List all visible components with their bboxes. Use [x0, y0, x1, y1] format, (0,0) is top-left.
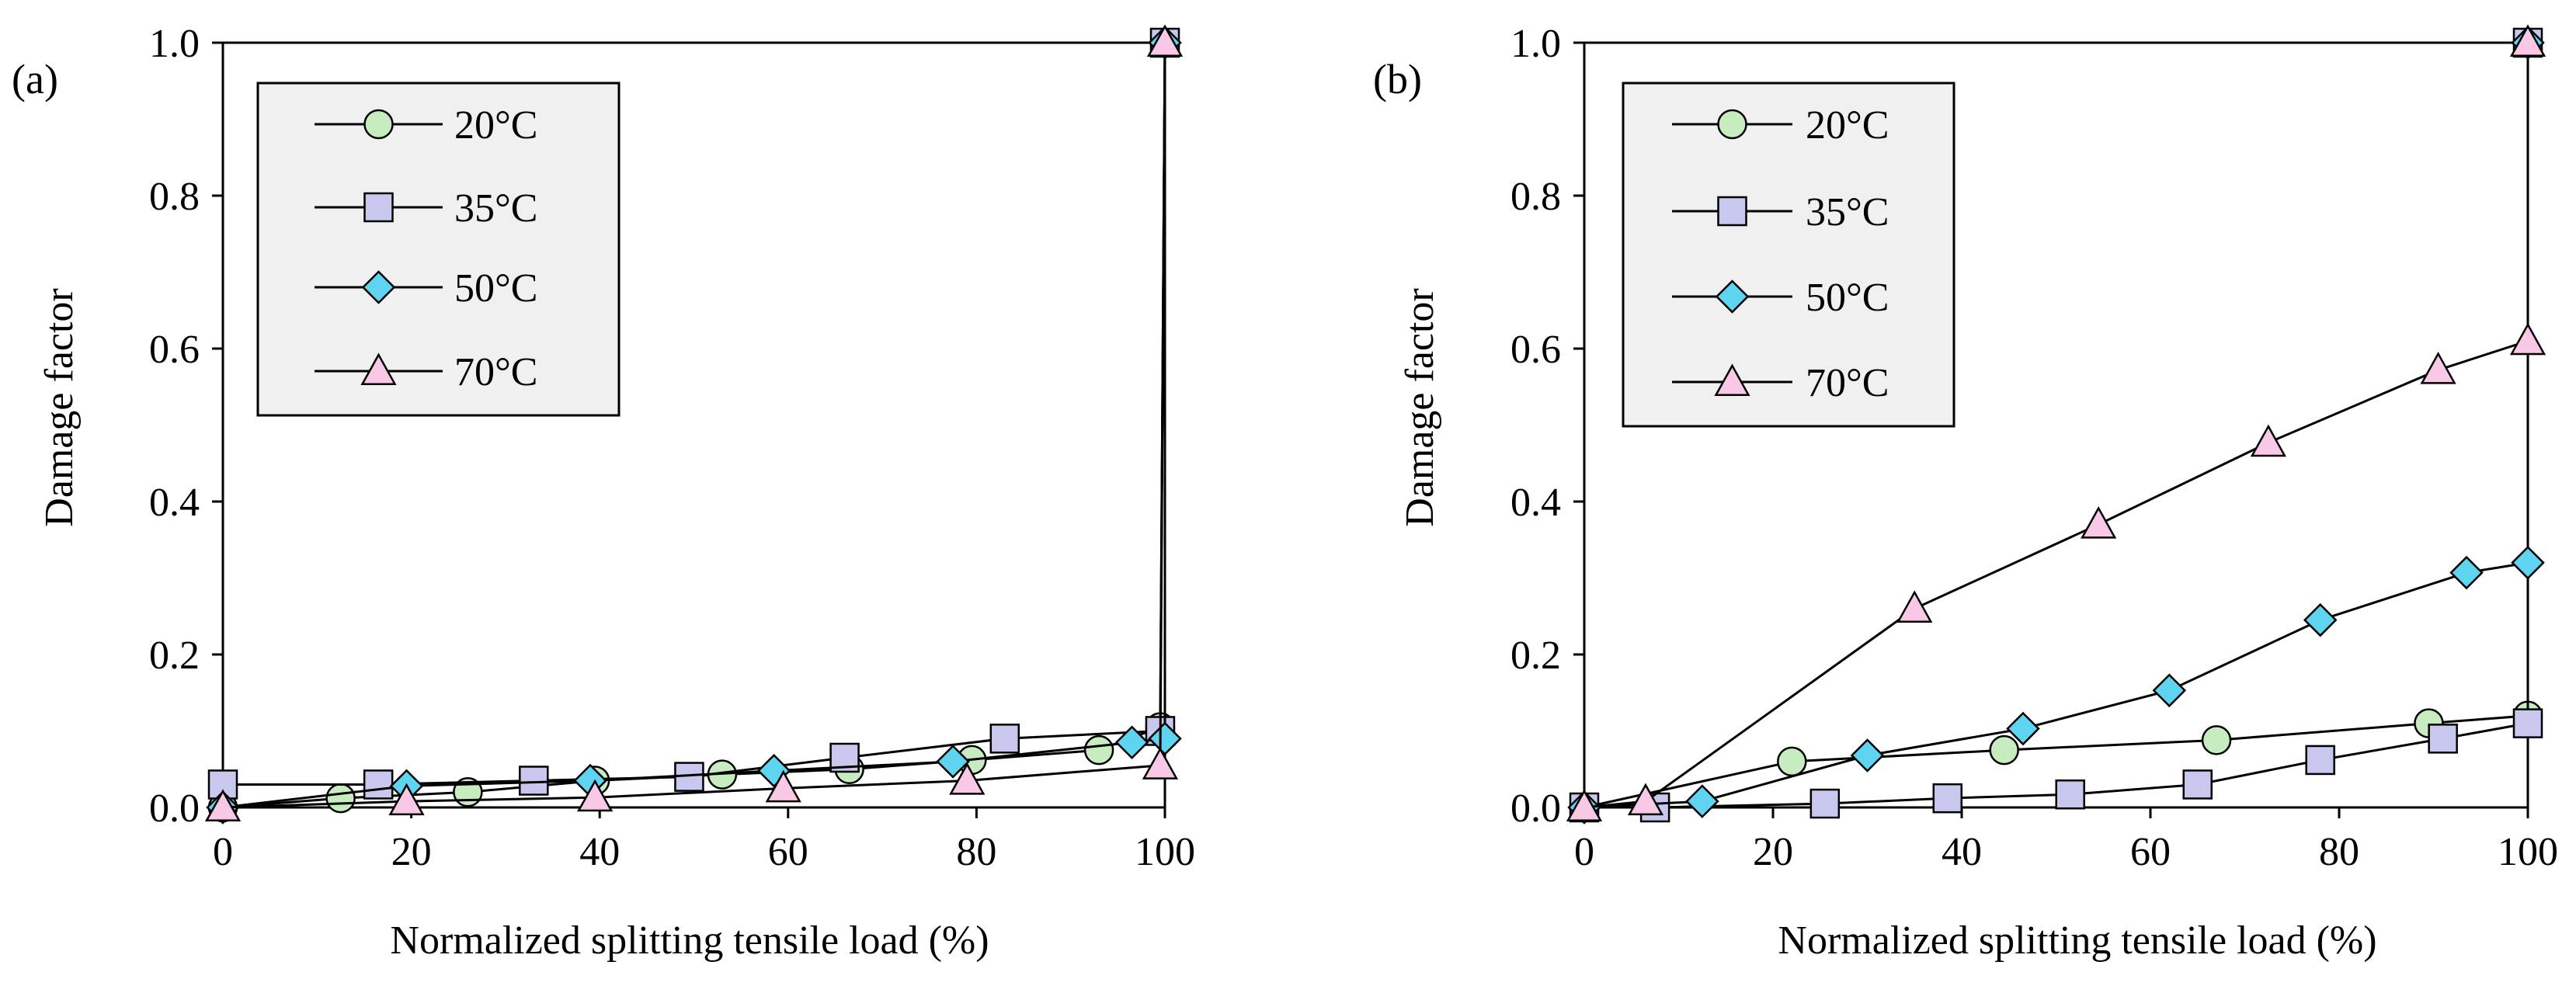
panel-b-legend-label-50c: 50°C [1806, 276, 1889, 320]
panel-a-x-axis-label: Normalized splitting tensile load (%) [390, 918, 989, 963]
panel-b-legend-marker-20c [1717, 109, 1747, 140]
panel-b-series-70c-line [1583, 43, 2529, 809]
panel-b-legend-label-70c: 70°C [1806, 361, 1889, 405]
panel-a-legend-label-70c: 70°C [454, 350, 537, 394]
panel-b-point-70c [2081, 505, 2117, 539]
panel-a-legend-marker-70c [360, 352, 397, 386]
panel-a-legend-marker-50c [361, 270, 396, 304]
panel-b-label: (b) [1373, 56, 1422, 102]
panel-b-point-50c [2511, 546, 2545, 580]
panel-b-y-tick-label: 0.8 [1510, 175, 1561, 219]
panel-b-point-20c [2201, 725, 2232, 755]
panel-a: (a) Damage factor Normalized splitting t… [12, 22, 1195, 963]
panel-a-y-tick-label: 1.0 [149, 22, 200, 66]
panel-b-point-70c [2420, 352, 2456, 384]
panel-a-point-35c [989, 724, 1020, 754]
panel-a-legend: 20°C 35°C 50°C 70°C [256, 82, 621, 417]
panel-b-x-tick-label: 20 [1753, 830, 1793, 874]
panel-a-point-50c [1148, 721, 1182, 756]
panel-b-y-tick-label: 0.4 [1510, 481, 1561, 525]
panel-a-y-axis-label: Damage factor [37, 288, 82, 526]
panel-b-point-50c [2303, 602, 2338, 637]
panel-b-x-axis-label: Normalized splitting tensile load (%) [1778, 918, 2376, 963]
panel-a-point-50c [1114, 725, 1149, 760]
panel-b-point-70c [1566, 789, 1603, 822]
panel-b-y-tick-label: 0.0 [1510, 786, 1561, 831]
panel-a-point-70c [765, 769, 801, 803]
panel-b-legend-marker-50c [1715, 279, 1750, 314]
panel-b-x-tick-label: 40 [1942, 830, 1982, 874]
panel-b-legend-marker-35c [1717, 196, 1747, 227]
panel-a-legend-marker-20c [363, 109, 394, 140]
panel-b-x-tick-label: 0 [1574, 830, 1594, 874]
panel-a-point-70c [949, 762, 986, 795]
panel-b-x-tick-label: 80 [2319, 830, 2359, 874]
panel-b-legend-box [1622, 82, 1955, 428]
panel-b-point-35c [2055, 779, 2085, 810]
panel-a-point-20c [325, 783, 356, 814]
panel-b-axes: 0 20 40 60 80 100 0.0 0.2 0.4 0.6 0.8 1.0 [1510, 22, 2558, 874]
panel-a-y-tick-label: 0.2 [149, 634, 200, 678]
panel-a-legend-marker-35c [363, 192, 394, 223]
panel-b-x-tick-label: 100 [2498, 830, 2558, 874]
panel-b-series-35c-line [1584, 43, 2529, 809]
panel-a-legend-label-50c: 50°C [454, 266, 537, 311]
panel-a-point-35c [363, 769, 394, 800]
panel-a-legend-label-20c: 20°C [454, 103, 537, 148]
panel-b-point-70c [2250, 424, 2286, 457]
panel-a-series-70c [204, 24, 1184, 822]
panel-b-point-50c [1685, 784, 1719, 818]
panel-a-y-tick-label: 0.4 [149, 481, 200, 525]
panel-a-x-tick-label: 100 [1135, 830, 1195, 874]
panel-a-point-70c [388, 783, 425, 816]
panel-a-x-tick-label: 0 [213, 830, 233, 874]
panel-b-point-70c [1627, 783, 1664, 816]
panel-b-point-35c [2305, 745, 2335, 776]
panel-a-point-50c [936, 745, 970, 779]
panel-b-point-35c [2512, 708, 2543, 738]
panel-b: (b) Damage factor Normalized splitting t… [1373, 22, 2558, 963]
panel-b-legend-label-35c: 35°C [1806, 190, 1889, 234]
panel-a-axes: 0 20 40 60 80 100 0.0 0.2 0.4 0.6 0.8 1.0 [149, 22, 1195, 874]
panel-b-legend: 20°C 35°C 50°C 70°C [1622, 82, 1955, 428]
panel-b-point-50c [2006, 711, 2040, 746]
panel-a-point-70c [1142, 747, 1179, 779]
panel-b-point-35c [2182, 769, 2213, 800]
panel-a-point-70c [204, 789, 242, 822]
panel-b-y-axis-label: Damage factor [1398, 288, 1442, 526]
panel-b-x-tick-label: 60 [2130, 830, 2171, 874]
panel-a-x-tick-label: 80 [956, 830, 996, 874]
panel-a-legend-label-35c: 35°C [454, 186, 537, 231]
panel-b-point-50c [1850, 738, 1885, 772]
panel-a-x-tick-label: 20 [391, 830, 432, 874]
panel-b-y-tick-label: 0.2 [1510, 634, 1561, 678]
panel-a-y-tick-label: 0.0 [149, 786, 200, 831]
panel-a-legend-box [256, 82, 621, 417]
panel-b-y-tick-label: 0.6 [1510, 328, 1561, 372]
panel-a-point-70c [577, 779, 614, 812]
panel-a-y-tick-label: 0.8 [149, 175, 200, 219]
panel-a-x-tick-label: 40 [579, 830, 620, 874]
panel-b-point-50c [2152, 673, 2187, 708]
panel-b-point-35c [1809, 788, 1841, 819]
panel-b-point-35c [2428, 724, 2458, 754]
panel-b-y-tick-label: 1.0 [1510, 22, 1561, 66]
panel-b-legend-marker-70c [1714, 363, 1750, 397]
panel-b-legend-label-20c: 20°C [1806, 103, 1889, 148]
panel-b-point-70c [2509, 322, 2546, 356]
panel-a-label: (a) [12, 56, 58, 102]
panel-a-point-35c [519, 766, 549, 796]
panel-b-point-50c [2449, 555, 2484, 590]
panel-b-point-20c [1989, 734, 2019, 766]
panel-b-point-20c [1777, 746, 1807, 777]
panel-b-series-70c [1566, 24, 2546, 822]
panel-b-point-70c [1896, 590, 1933, 623]
panel-b-point-70c [2509, 24, 2546, 57]
panel-b-point-35c [1932, 783, 1963, 814]
panel-a-x-tick-label: 60 [768, 830, 808, 874]
panel-a-point-70c [1146, 24, 1184, 57]
panel-a-point-20c [1083, 734, 1114, 766]
panel-a-y-tick-label: 0.6 [149, 328, 200, 372]
